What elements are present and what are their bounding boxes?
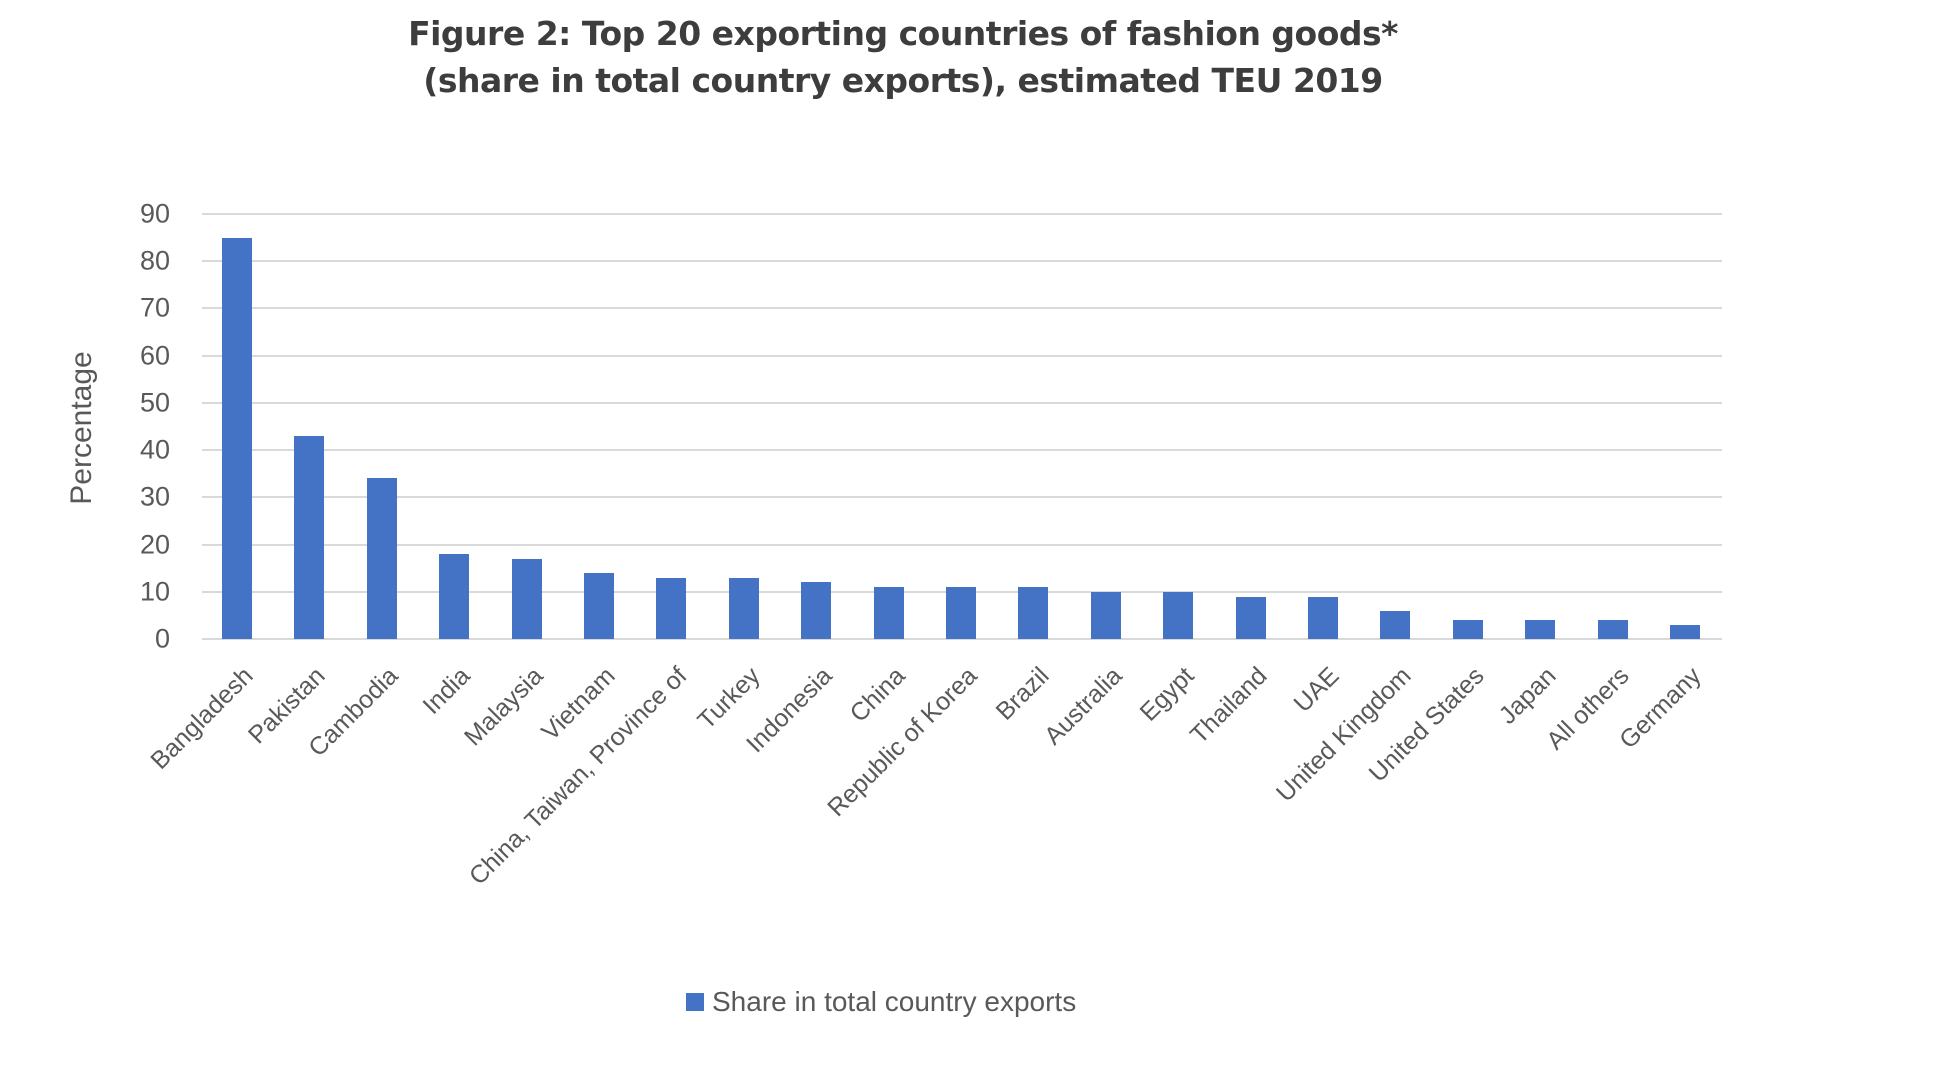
- x-tick-label: Australia: [1038, 661, 1128, 751]
- gridline: [202, 638, 1722, 640]
- legend-swatch-icon: [686, 993, 704, 1011]
- x-tick-label: Egypt: [1134, 661, 1200, 727]
- y-tick-label: 0: [154, 623, 170, 654]
- bar: [946, 587, 976, 639]
- bar: [1308, 596, 1338, 639]
- y-tick-label: 70: [139, 292, 170, 323]
- chart-title: Figure 2: Top 20 exporting countries of …: [0, 10, 1806, 104]
- bar: [1452, 620, 1483, 639]
- gridline: [202, 496, 1722, 499]
- bar: [728, 577, 759, 639]
- y-tick-label: 40: [139, 434, 170, 465]
- gridline: [202, 213, 1722, 215]
- bar: [1525, 620, 1556, 639]
- x-tick-label: Japan: [1493, 661, 1562, 730]
- x-tick-label: China: [844, 661, 911, 728]
- gridline: [202, 449, 1722, 452]
- bar: [1235, 596, 1266, 639]
- bar: [1670, 624, 1700, 639]
- chart-title-line1: Figure 2: Top 20 exporting countries of …: [408, 14, 1398, 53]
- y-tick-label: 20: [139, 529, 170, 560]
- x-tick-label: Brazil: [990, 661, 1055, 726]
- y-tick-label: 30: [139, 481, 170, 512]
- y-axis-label: Percentage: [65, 351, 98, 505]
- bar: [1018, 587, 1049, 639]
- bar: [1597, 620, 1628, 639]
- gridline: [202, 543, 1722, 546]
- x-tick-label: Bangladesh: [145, 661, 259, 775]
- gridline: [202, 260, 1722, 263]
- bar: [584, 572, 614, 639]
- x-tick-label: Thailand: [1184, 661, 1273, 750]
- legend-label: Share in total country exports: [712, 986, 1077, 1017]
- bar: [294, 435, 325, 639]
- x-tick-label: Malaysia: [458, 661, 549, 752]
- y-tick-label: 90: [139, 198, 170, 229]
- bar: [366, 478, 397, 639]
- gridline: [202, 401, 1722, 404]
- y-tick-label: 80: [139, 245, 170, 276]
- y-tick-label: 50: [139, 387, 170, 418]
- chart-title-line2: (share in total country exports), estima…: [423, 61, 1383, 100]
- y-tick-label: 60: [139, 340, 170, 371]
- bar: [439, 554, 470, 639]
- gridline: [202, 307, 1722, 310]
- bar: [222, 237, 252, 639]
- x-tick-label: India: [417, 661, 476, 720]
- bar: [1163, 591, 1194, 639]
- bar: [1380, 610, 1411, 639]
- bar: [1090, 591, 1121, 639]
- legend: Share in total country exports: [686, 986, 1076, 1018]
- bar: [801, 582, 832, 639]
- bar: [511, 558, 542, 639]
- y-tick-label: 10: [139, 576, 170, 607]
- bar: [873, 587, 904, 639]
- bar: [656, 577, 687, 639]
- x-tick-label: UAE: [1288, 661, 1345, 718]
- gridline: [202, 354, 1722, 357]
